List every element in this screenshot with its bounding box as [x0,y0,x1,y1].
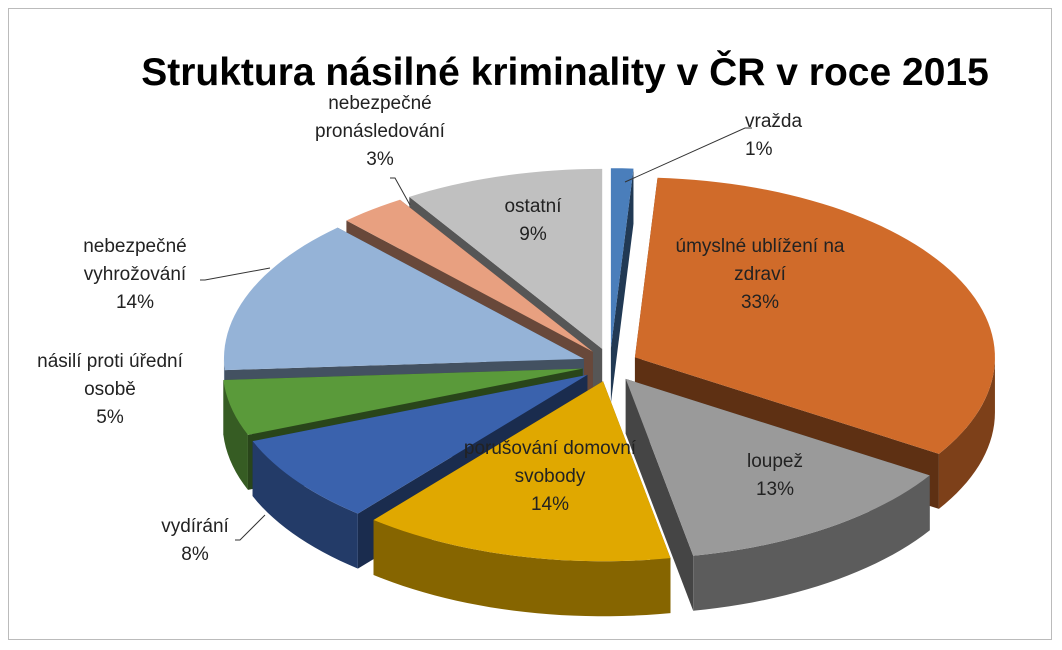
data-label: vražda 1% [745,108,802,164]
category-label: nebezpečné vyhrožování [83,236,187,285]
value-label: 1% [745,139,773,160]
slice-side [373,519,671,617]
slice-side [938,357,995,509]
data-label: ostatní 9% [488,193,578,249]
slice [625,378,930,556]
data-label: loupež 13% [690,448,860,504]
slice [634,177,995,454]
data-label: nebezpečné pronásledování 3% [285,90,475,174]
slice [409,168,603,349]
leader-line [235,514,266,541]
slice-side [693,475,930,611]
data-label: úmyslné ublížení na zdraví 33% [670,233,850,317]
value-label: 14% [115,292,155,313]
value-label: 9% [519,224,547,245]
category-label: úmyslné ublížení na zdraví [675,236,845,285]
value-label: 5% [96,407,124,428]
slice [610,168,634,349]
value-label: 13% [755,479,795,500]
slice [223,227,584,371]
slice-side [223,379,248,490]
leader-line [200,267,271,281]
data-label: nebezpečné vyhrožování 14% [60,233,210,317]
slice-wall [625,378,694,611]
category-label: ostatní [504,196,562,217]
slice [373,381,671,562]
data-label: násilí proti úřední osobě 5% [10,348,210,432]
slices [223,168,995,617]
value-label: 8% [181,544,209,565]
data-label: vydírání 8% [140,513,250,569]
value-label: 3% [366,149,394,170]
value-label: 33% [740,292,780,313]
slice-wall [610,168,634,404]
slice [252,374,588,514]
value-label: 14% [530,494,570,515]
leader-line [624,127,752,183]
chart-title: Struktura násilné kriminality v ČR v roc… [141,51,989,94]
category-label: loupež [747,451,803,472]
category-label: násilí proti úřední osobě [37,351,183,400]
leader-lines [200,127,752,541]
category-label: vydírání [161,516,229,537]
category-label: porušování domovní svobody [463,438,637,487]
slice-side [252,441,358,569]
slice [346,199,593,352]
leader-line [390,177,411,206]
data-label: porušování domovní svobody 14% [455,435,645,519]
category-label: nebezpečné pronásledování [315,93,445,142]
category-label: vražda [745,111,803,132]
slice [223,368,583,435]
chart-frame [8,8,1052,640]
